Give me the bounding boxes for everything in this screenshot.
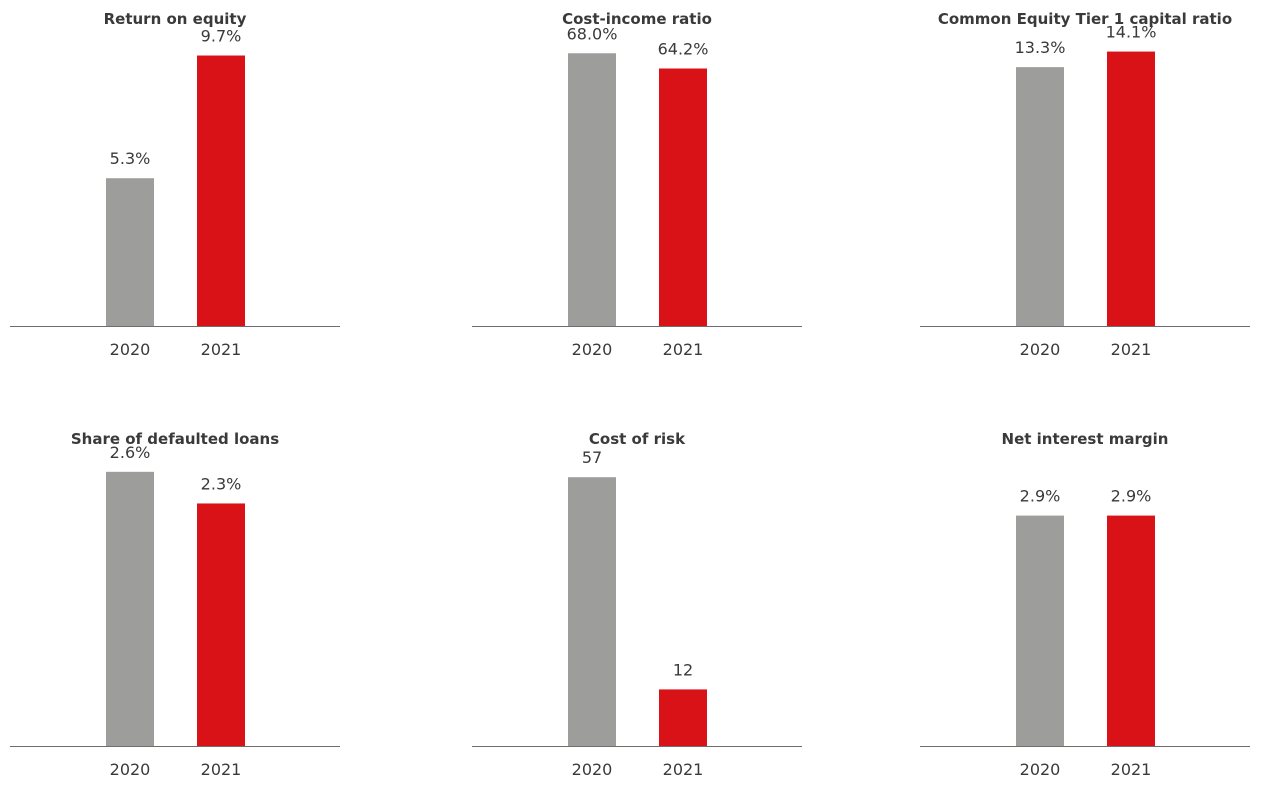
bar-2020: [106, 178, 154, 326]
chart-panel: Share of defaulted loans 2.6% 2020 2.3% 2021: [10, 430, 340, 796]
chart-svg: 5.3% 2020 9.7% 2021: [10, 27, 340, 359]
chart-panel: Return on equity 5.3% 2020 9.7% 2021: [10, 10, 340, 376]
bar-2021: [659, 68, 707, 326]
bar-2021: [197, 55, 245, 327]
x-tick-label: 2021: [663, 340, 704, 359]
chart-title: Net interest margin: [1001, 430, 1169, 448]
chart-grid: Return on equity 5.3% 2020 9.7% 2021 Cost-inc…: [10, 10, 1250, 779]
bar-2021: [197, 503, 245, 746]
chart-svg: 13.3% 2020 14.1% 2021: [920, 23, 1250, 359]
bar-2021: [1107, 51, 1155, 327]
chart-svg: 68.0% 2020 64.2% 2021: [472, 24, 802, 359]
chart-panel: Common Equity Tier 1 capital ratio 13.3% 2…: [920, 10, 1250, 376]
bar-2020: [1016, 515, 1064, 746]
data-label: 2.6%: [110, 443, 151, 462]
x-tick-label: 2021: [1111, 340, 1152, 359]
bar-2020: [106, 471, 154, 746]
bar-2020: [568, 53, 616, 326]
data-label: 2.9%: [1020, 487, 1061, 506]
chart-panel: Cost-income ratio 68.0% 2020 64.2% 2021: [472, 10, 802, 376]
chart-panel: Cost of risk 57 2020 12 2021: [472, 430, 802, 796]
data-label: 5.3%: [110, 149, 151, 168]
bar-2020: [1016, 67, 1064, 327]
chart-title: Cost of risk: [588, 430, 686, 448]
data-label: 64.2%: [658, 39, 709, 58]
x-tick-label: 2020: [110, 340, 151, 359]
chart-panel: Net interest margin 2.9% 2020 2.9% 2021: [920, 430, 1250, 796]
data-label: 68.0%: [567, 24, 618, 43]
bar-2020: [568, 477, 616, 746]
chart-title: Return on equity: [103, 10, 247, 28]
chart-title: Share of defaulted loans: [70, 430, 280, 448]
data-label: 2.9%: [1111, 487, 1152, 506]
bar-2021: [1107, 515, 1155, 746]
data-label: 2.3%: [201, 474, 242, 493]
data-label: 57: [582, 448, 602, 467]
bar-2021: [659, 689, 707, 746]
x-tick-label: 2020: [1020, 340, 1061, 359]
data-label: 12: [673, 660, 693, 679]
data-label: 9.7%: [201, 27, 242, 46]
chart-title: Common Equity Tier 1 capital ratio: [937, 10, 1233, 28]
chart-title: Cost-income ratio: [562, 10, 712, 28]
data-label: 14.1%: [1106, 23, 1157, 42]
data-label: 13.3%: [1015, 38, 1066, 57]
x-tick-label: 2020: [572, 340, 613, 359]
x-tick-label: 2021: [201, 340, 242, 359]
